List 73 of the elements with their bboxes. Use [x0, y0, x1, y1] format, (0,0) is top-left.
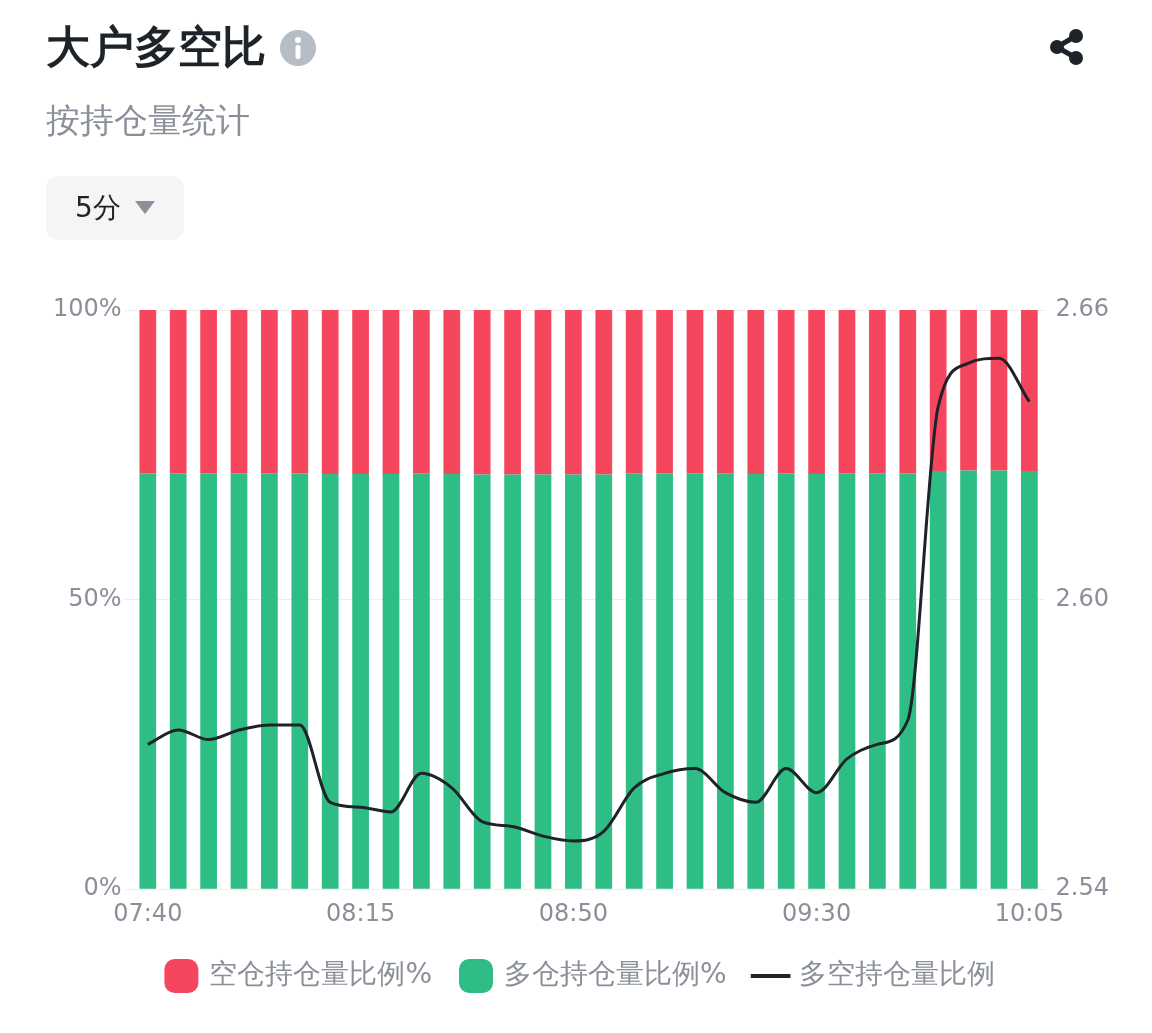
- bar: [747, 310, 765, 474]
- line-series: [146, 356, 1031, 843]
- bar: [261, 310, 278, 474]
- bar: [838, 473, 856, 889]
- bar: [565, 474, 582, 889]
- bar: [534, 474, 552, 889]
- bar: [291, 473, 309, 889]
- bar: [838, 310, 856, 474]
- bar: [899, 310, 917, 474]
- bar: [656, 473, 673, 889]
- bar: [169, 473, 187, 889]
- bar: [717, 310, 734, 474]
- bar: [929, 471, 947, 889]
- bar: [321, 473, 339, 889]
- bar: [808, 473, 825, 889]
- bar: [565, 310, 582, 475]
- bar: [777, 473, 795, 889]
- bar: [230, 310, 248, 474]
- bar: [595, 474, 613, 889]
- bar: [990, 470, 1008, 889]
- bar: [869, 473, 886, 889]
- bar: [717, 473, 734, 889]
- bar: [808, 310, 825, 474]
- x-tick-label: 09:30: [781, 898, 852, 927]
- bar: [504, 474, 521, 889]
- y2-tick-label: 2.66: [1055, 294, 1109, 323]
- bar: [777, 310, 795, 474]
- y2-tick-label: 2.60: [1055, 583, 1109, 612]
- bar: [595, 310, 613, 475]
- chart-title: 大户多空比: [46, 20, 266, 74]
- bar: [534, 310, 552, 475]
- bar: [352, 310, 369, 474]
- bar: [899, 473, 917, 889]
- bar: [960, 470, 977, 889]
- bar: [504, 310, 521, 475]
- bar: [261, 473, 278, 889]
- bar: [443, 310, 461, 474]
- bar: [413, 473, 430, 889]
- bar: [473, 474, 491, 889]
- bar: [960, 310, 977, 471]
- bar: [1021, 310, 1038, 472]
- bar: [200, 310, 217, 474]
- bar: [413, 310, 430, 474]
- bar: [686, 473, 704, 889]
- bar: [230, 473, 248, 889]
- bar: [869, 310, 886, 474]
- y-tick-label: 100%: [52, 294, 122, 323]
- legend-label: 多仓持仓量比例%: [504, 957, 727, 991]
- bar: [625, 473, 643, 889]
- bar: [169, 310, 187, 474]
- bar: [321, 310, 339, 474]
- bar: [200, 473, 217, 889]
- x-tick-label: 08:50: [538, 898, 608, 927]
- bar: [656, 310, 673, 474]
- x-tick-label: 08:15: [326, 898, 396, 927]
- bar: [139, 473, 157, 889]
- bar: [473, 310, 491, 475]
- bar: [382, 473, 400, 889]
- bar: [139, 310, 157, 474]
- bar: [686, 310, 704, 474]
- legend-label: 空仓持仓量比例%: [209, 957, 432, 991]
- bar: [1021, 471, 1038, 889]
- bar: [990, 310, 1008, 471]
- legend-label: 多空持仓量比例: [798, 957, 995, 991]
- chart-subtitle: 按持仓量统计: [46, 99, 250, 142]
- bar: [352, 473, 369, 889]
- bar: [747, 473, 765, 889]
- bar: [291, 310, 309, 474]
- bar: [443, 473, 461, 889]
- y-tick-label: 50%: [68, 583, 122, 612]
- text: 5分: [75, 190, 121, 226]
- bar: [625, 310, 643, 474]
- bar: [382, 310, 400, 474]
